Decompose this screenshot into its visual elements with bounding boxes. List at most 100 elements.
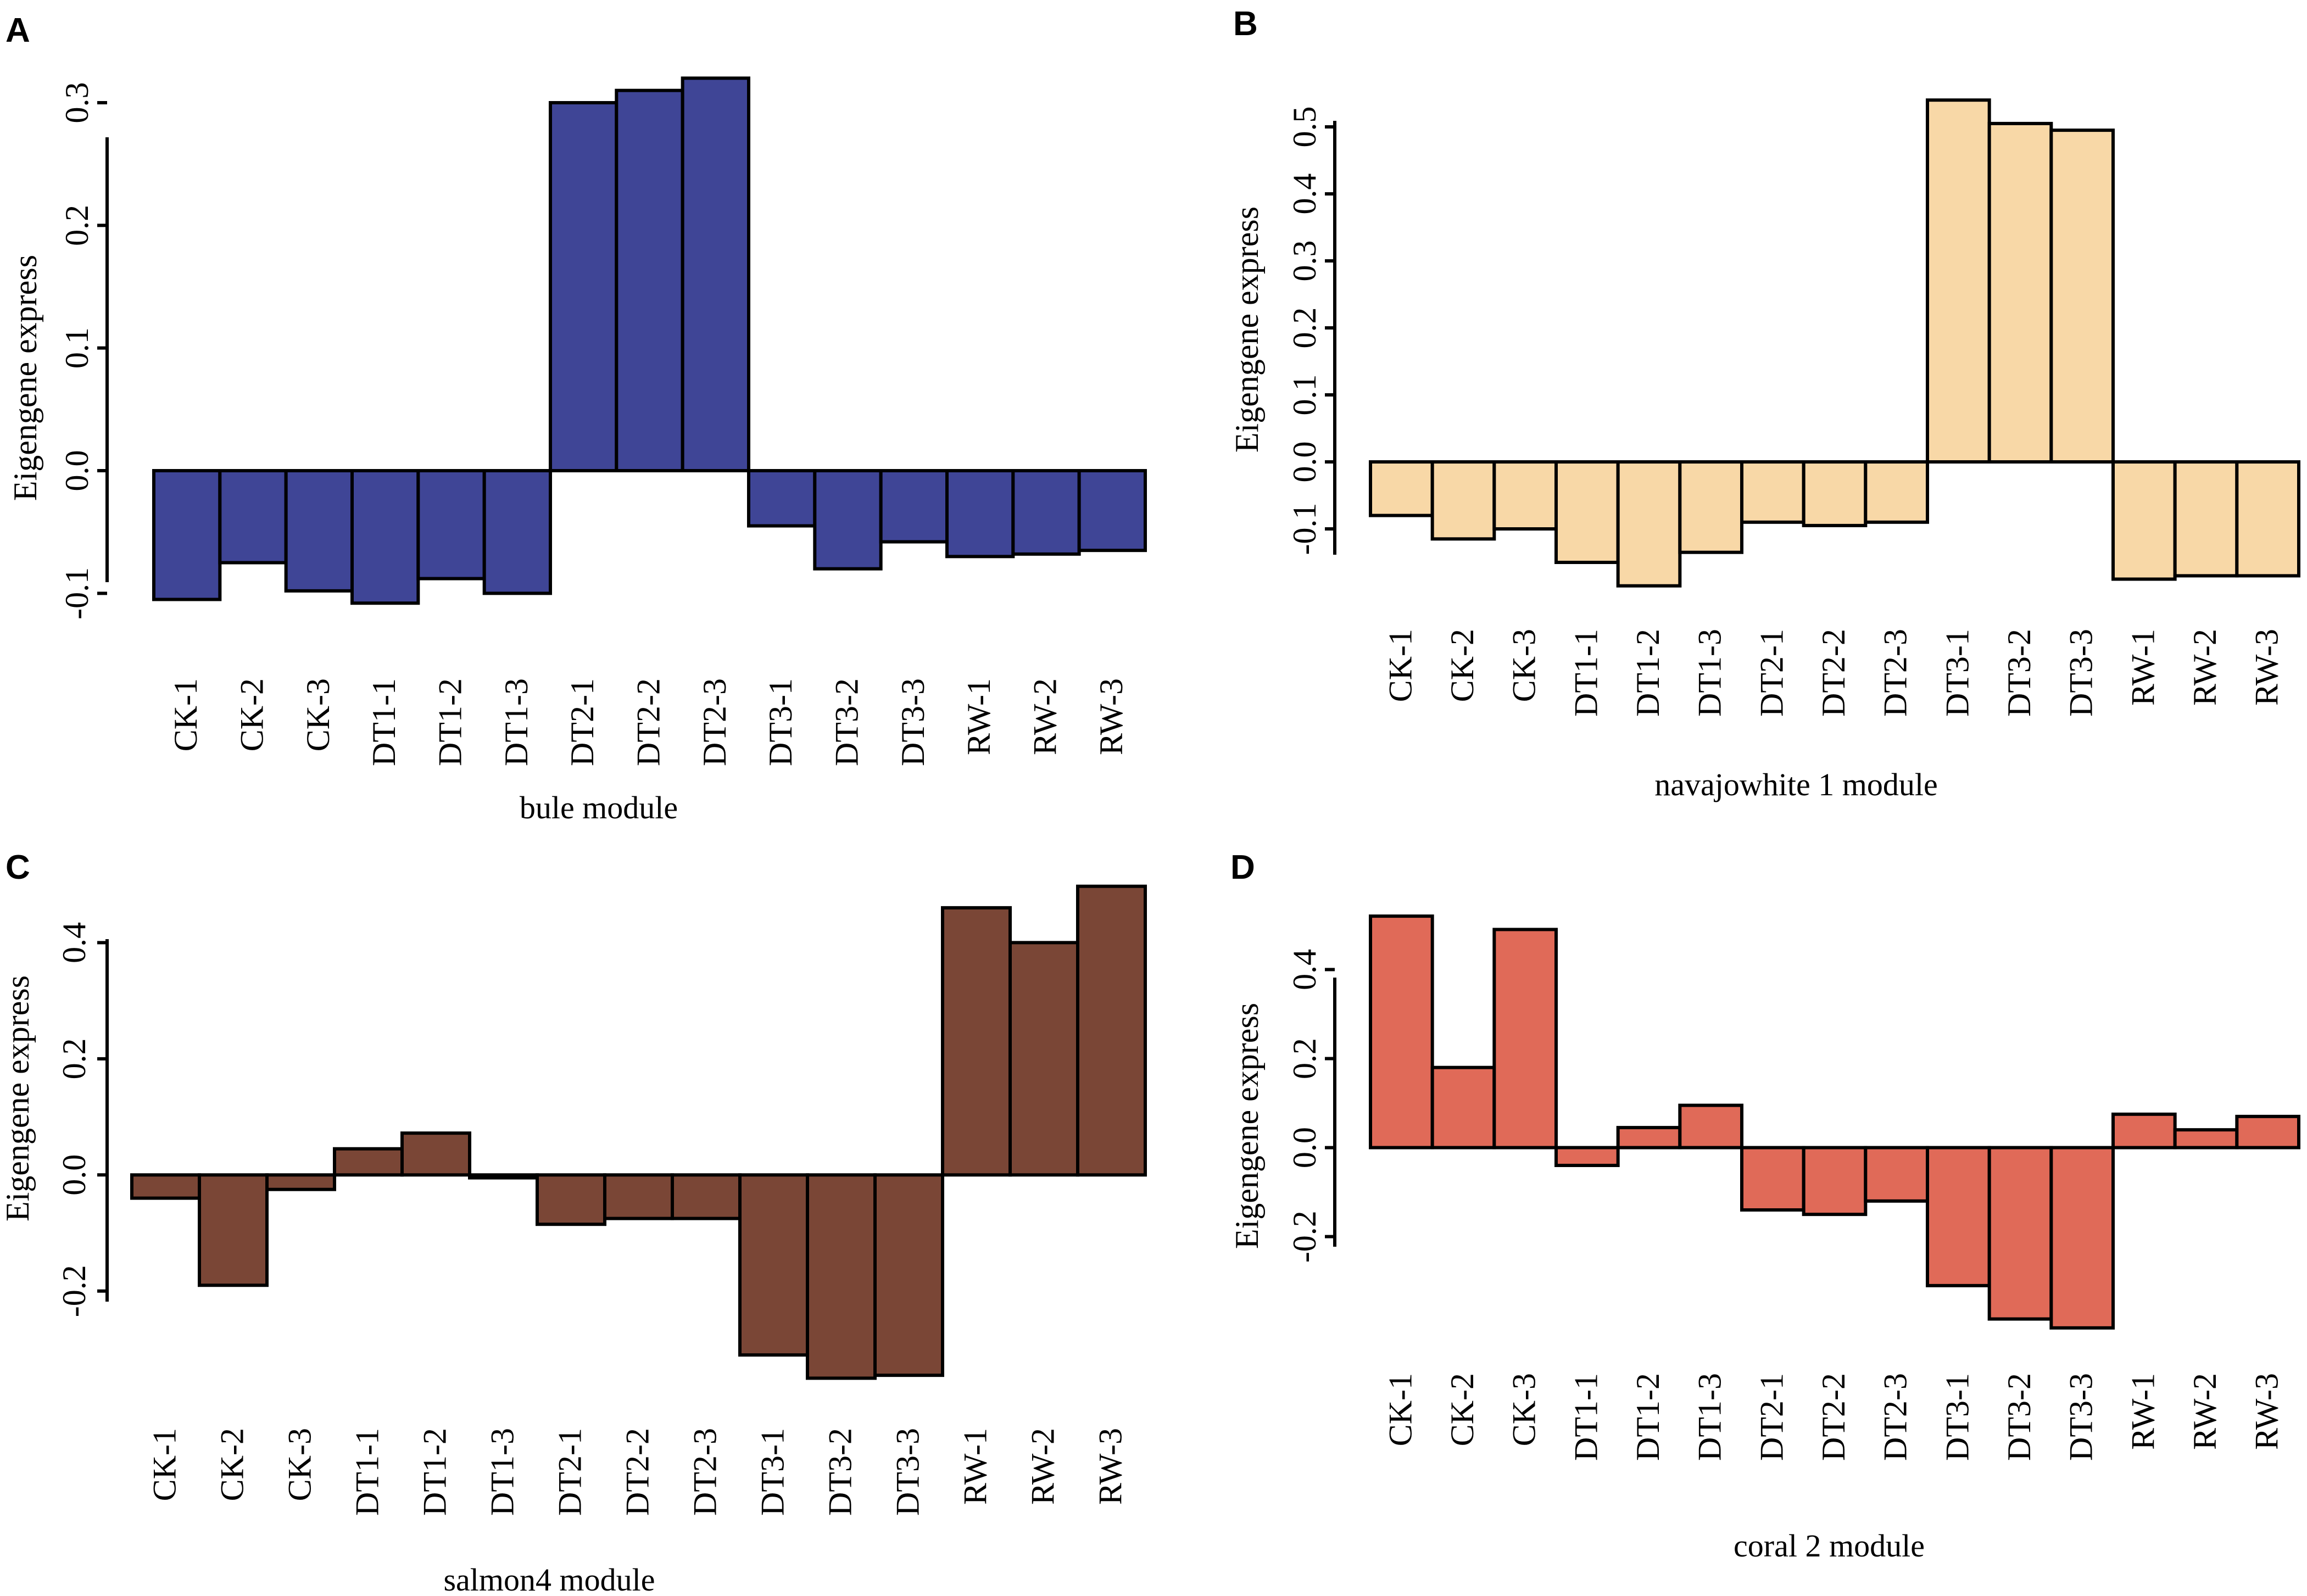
y-tick-label: 0.5 bbox=[1286, 107, 1323, 148]
bar-dt3-3 bbox=[2049, 1146, 2115, 1330]
x-axis-label: navajowhite 1 module bbox=[1654, 767, 1937, 802]
bar-dt2-1 bbox=[1740, 1146, 1806, 1212]
category-label: DT2-2 bbox=[1815, 1373, 1852, 1461]
bar-dt3-2 bbox=[806, 1173, 877, 1380]
y-tick-labels: -0.10.00.10.20.30.40.5 bbox=[1286, 107, 1323, 555]
category-label: CK-3 bbox=[1506, 1373, 1542, 1446]
y-tick-labels: -0.10.00.10.20.30.40.5 bbox=[59, 0, 95, 620]
category-label: DT3-3 bbox=[890, 1428, 926, 1516]
y-axis-label: Eigengene express bbox=[0, 975, 36, 1221]
bar-dt3-3 bbox=[2049, 129, 2115, 464]
y-tick-labels: -0.2 0.0 0.2 0.4 bbox=[1286, 949, 1323, 1263]
category-label: DT3-3 bbox=[2063, 1373, 2099, 1461]
bar-ck-1 bbox=[1369, 460, 1434, 517]
category-label: DT3-1 bbox=[1939, 1373, 1975, 1461]
bar-ck-3 bbox=[1492, 928, 1558, 1149]
category-label: DT2-1 bbox=[552, 1428, 588, 1516]
category-label: RW-3 bbox=[1093, 1428, 1129, 1505]
bar-dt1-2 bbox=[1616, 460, 1682, 588]
bar-ck-3 bbox=[265, 1173, 336, 1191]
x-axis-label: bule module bbox=[520, 790, 678, 825]
bar-dt3-2 bbox=[1987, 1146, 2053, 1321]
bars bbox=[130, 884, 1147, 1380]
bar-dt1-1 bbox=[333, 1147, 404, 1177]
bar-ck-2 bbox=[1430, 460, 1496, 541]
category-label: RW-1 bbox=[2125, 629, 2161, 706]
y-axis bbox=[1325, 968, 1336, 1247]
category-label: CK-2 bbox=[1444, 1373, 1480, 1446]
category-label: DT1-1 bbox=[1568, 1373, 1604, 1461]
bar-ck-3 bbox=[1492, 460, 1558, 531]
y-tick-label: 0.2 bbox=[1286, 308, 1323, 349]
category-label: DT2-2 bbox=[631, 678, 667, 766]
category-label: DT1-3 bbox=[498, 678, 534, 766]
category-label: DT2-2 bbox=[620, 1428, 656, 1516]
category-label: RW-3 bbox=[2249, 629, 2285, 706]
x-axis-label: coral 2 module bbox=[1734, 1528, 1925, 1564]
category-label: CK-3 bbox=[1506, 629, 1542, 702]
category-label: RW-2 bbox=[2187, 629, 2223, 706]
category-label: DT3-3 bbox=[895, 678, 931, 766]
y-axis bbox=[97, 939, 109, 1302]
bar-dt2-3 bbox=[671, 1173, 742, 1220]
bars bbox=[1369, 98, 2300, 588]
bar-dt3-3 bbox=[873, 1173, 944, 1377]
bar-dt3-2 bbox=[1987, 121, 2053, 464]
bar-rw-3 bbox=[2235, 1114, 2300, 1149]
category-label: CK-3 bbox=[300, 678, 336, 751]
panel-a: A Eigengene express bule module -0.1 0.0 0… bbox=[5, 0, 1147, 825]
y-tick-label: 0.3 bbox=[1286, 241, 1323, 282]
category-label: DT3-2 bbox=[2001, 1373, 2037, 1461]
bar-dt2-1 bbox=[1740, 460, 1806, 524]
category-label: DT3-1 bbox=[1939, 629, 1975, 717]
bar-dt3-1 bbox=[1926, 98, 1991, 464]
category-label: CK-2 bbox=[1444, 629, 1480, 702]
bar-rw-3 bbox=[1077, 469, 1147, 553]
bar-dt2-3 bbox=[681, 76, 750, 473]
bar-dt1-2 bbox=[400, 1131, 471, 1177]
bar-dt1-1 bbox=[1554, 1146, 1620, 1167]
bar-dt3-3 bbox=[879, 469, 949, 544]
category-label: RW-2 bbox=[1027, 678, 1063, 755]
category-label: CK-1 bbox=[168, 678, 204, 751]
bar-dt2-2 bbox=[1802, 1146, 1868, 1216]
category-labels: CK-1 CK-2 CK-3 DT1-1 DT1-2 DT1-3 DT2-1 DT2-2 DT2… bbox=[168, 678, 1129, 766]
y-tick-label: 0.4 bbox=[56, 922, 92, 963]
category-label: RW-2 bbox=[1025, 1428, 1061, 1505]
bar-dt2-3 bbox=[1864, 460, 1929, 524]
category-labels: CK-1 CK-2 CK-3 DT1-1 DT1-2 DT1-3 DT2-1 DT2-2 DT2… bbox=[1382, 1373, 2284, 1461]
bar-rw-2 bbox=[2173, 1128, 2239, 1149]
category-label: RW-2 bbox=[2187, 1373, 2223, 1450]
category-label: CK-2 bbox=[214, 1428, 250, 1501]
y-tick-label: -0.1 bbox=[1286, 503, 1323, 555]
bar-dt1-3 bbox=[468, 1173, 539, 1180]
category-label: RW-1 bbox=[957, 1428, 994, 1505]
y-tick-labels: -0.2 0.0 0.2 0.4 bbox=[56, 922, 92, 1317]
bar-rw-2 bbox=[1008, 941, 1079, 1177]
category-label: DT3-2 bbox=[2001, 629, 2037, 717]
y-tick-label: 0.0 bbox=[56, 1154, 92, 1196]
bar-dt1-2 bbox=[1616, 1126, 1682, 1149]
bar-dt3-1 bbox=[738, 1173, 809, 1357]
y-tick-label: 0.4 bbox=[1286, 174, 1323, 215]
category-label: DT2-1 bbox=[1753, 629, 1790, 717]
y-tick-label: 0.0 bbox=[59, 450, 95, 492]
category-labels: CK-1 CK-2 CK-3 DT1-1 DT1-2 DT1-3 DT2-1 DT2-2 DT2… bbox=[1382, 629, 2284, 717]
bar-dt2-1 bbox=[549, 101, 618, 472]
category-label: DT2-2 bbox=[1815, 629, 1852, 717]
bar-dt2-2 bbox=[603, 1173, 674, 1220]
bar-ck-1 bbox=[152, 469, 222, 601]
y-tick-label: -0.2 bbox=[56, 1265, 92, 1317]
y-tick-label: 0.0 bbox=[1286, 442, 1323, 483]
category-label: DT1-2 bbox=[1630, 629, 1666, 717]
y-tick-label: -0.1 bbox=[59, 567, 95, 620]
bar-dt3-2 bbox=[813, 469, 883, 571]
y-axis bbox=[97, 101, 109, 595]
panel-b: B Eigengene express navajowhite 1 module… bbox=[1229, 5, 2300, 802]
category-label: DT2-1 bbox=[564, 678, 600, 766]
y-axis-label: Eigengene express bbox=[7, 255, 43, 501]
bar-dt1-2 bbox=[416, 469, 486, 581]
y-tick-label: 0.1 bbox=[59, 327, 95, 369]
